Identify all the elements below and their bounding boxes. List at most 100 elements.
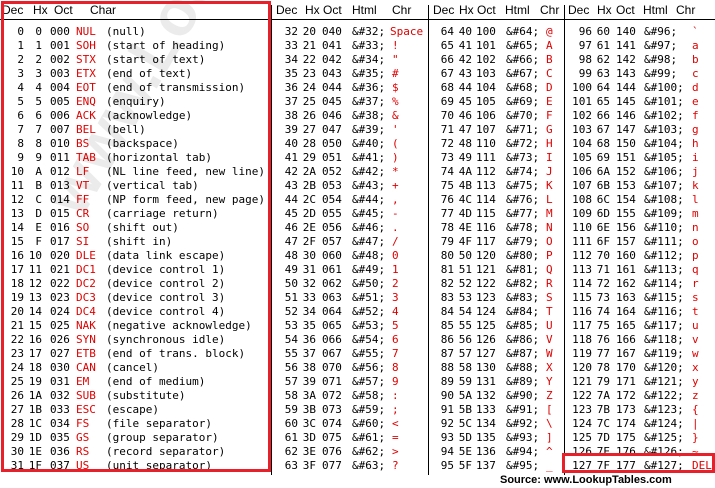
printable_1-html: &#42; — [352, 165, 386, 178]
printable_2-oct: 123 — [476, 291, 496, 304]
header-g2-chr: Chr — [392, 3, 412, 17]
control_chars-description: (NL line feed, new line) — [106, 165, 265, 178]
printable_1-hex: 22 — [302, 53, 316, 66]
control_chars-abbr: GS — [76, 431, 90, 444]
control_chars-dec: 2 — [17, 53, 24, 66]
control_chars-abbr: RS — [76, 445, 90, 458]
table-row: 3 3 003 ETX (end of text) 35 23 043 &#35; #67 43 10… — [0, 67, 715, 81]
printable_1-oct: 040 — [322, 25, 342, 38]
header-underline — [0, 19, 715, 20]
control_chars-dec: 23 — [10, 347, 24, 360]
printable_2-hex: 5D — [458, 431, 472, 444]
control_chars-hex: 2 — [35, 53, 42, 66]
printable_1-hex: 34 — [302, 305, 316, 318]
printable_3-oct: 174 — [616, 417, 636, 430]
table-row: 1 1 001 SOH (start of heading) 33 21 041 &#33;! 6… — [0, 39, 715, 53]
control_chars-description: (negative acknowledge) — [106, 319, 252, 332]
header-g1-oct: Oct — [54, 3, 73, 17]
ascii-table-body: 0 0 000 NUL (null) 32 20 040 &#32; Space 64 40 100 &#… — [0, 25, 715, 473]
printable_1-dec: 50 — [284, 277, 298, 290]
printable_3-html: &#120; — [644, 361, 684, 374]
printable_1-html: &#33; — [352, 39, 386, 52]
printable_1-hex: 27 — [302, 123, 316, 136]
control_chars-oct: 013 — [50, 179, 70, 192]
printable_3-html: &#102; — [644, 109, 684, 122]
printable_1-oct: 061 — [322, 263, 342, 276]
printable_2-oct: 104 — [476, 81, 496, 94]
printable_1-dec: 60 — [284, 417, 298, 430]
control_chars-abbr: DC1 — [76, 263, 96, 276]
control_chars-oct: 020 — [50, 249, 70, 262]
printable_3-html: &#125; — [644, 431, 684, 444]
printable_1-hex: 29 — [302, 151, 316, 164]
printable_1-chr: ( — [392, 137, 399, 150]
printable_2-hex: 46 — [458, 109, 472, 122]
printable_2-dec: 94 — [440, 445, 454, 458]
printable_2-hex: 45 — [458, 95, 472, 108]
printable_1-chr: ; — [392, 403, 399, 416]
control_chars-hex: 1E — [28, 445, 42, 458]
control_chars-dec: 8 — [17, 137, 24, 150]
printable_3-html: &#103; — [644, 123, 684, 136]
divider-2 — [428, 5, 429, 475]
printable_3-oct: 166 — [616, 333, 636, 346]
control_chars-oct: 000 — [50, 25, 70, 38]
printable_2-dec: 74 — [440, 165, 454, 178]
control_chars-dec: 9 — [17, 151, 24, 164]
printable_2-html: &#85; — [506, 319, 540, 332]
del-row-highlight-box — [562, 453, 715, 473]
printable_3-oct: 173 — [616, 403, 636, 416]
control_chars-description: (bell) — [106, 123, 146, 136]
control_chars-hex: A — [35, 165, 42, 178]
printable_1-chr: * — [392, 165, 399, 178]
printable_1-oct: 044 — [322, 81, 342, 94]
control_chars-hex: 0 — [35, 25, 42, 38]
printable_2-html: &#95; — [506, 459, 540, 472]
printable_2-dec: 64 — [440, 25, 454, 38]
printable_1-hex: 32 — [302, 277, 316, 290]
control_chars-dec: 19 — [10, 291, 24, 304]
printable_1-dec: 43 — [284, 179, 298, 192]
control_chars-dec: 18 — [10, 277, 24, 290]
printable_3-oct: 171 — [616, 375, 636, 388]
printable_3-html: &#98; — [644, 53, 678, 66]
printable_1-html: &#60; — [352, 417, 386, 430]
table-row: 8 8 010 BS (backspace) 40 28 050 &#40; (72 48 110 &#… — [0, 137, 715, 151]
header-g3-dec: Dec — [433, 3, 455, 17]
printable_3-hex: 74 — [596, 305, 610, 318]
control_chars-oct: 010 — [50, 137, 70, 150]
printable_3-hex: 65 — [596, 95, 610, 108]
printable_3-html: &#109; — [644, 207, 684, 220]
printable_1-oct: 055 — [322, 207, 342, 220]
printable_2-oct: 122 — [476, 277, 496, 290]
printable_1-html: &#37; — [352, 95, 386, 108]
printable_2-html: &#93; — [506, 431, 540, 444]
printable_2-chr: I — [546, 151, 553, 164]
printable_2-html: &#92; — [506, 417, 540, 430]
printable_1-oct: 063 — [322, 291, 342, 304]
table-row: 0 0 000 NUL (null) 32 20 040 &#32; Space 64 40 100 &#… — [0, 25, 715, 39]
printable_3-html: &#127; — [644, 459, 684, 472]
control_chars-description: (shift in) — [106, 235, 173, 248]
header-g3-oct: Oct — [477, 3, 496, 17]
header-g4-hx: Hx — [597, 3, 612, 17]
printable_1-html: &#32; — [352, 25, 386, 38]
control_chars-abbr: TAB — [76, 151, 96, 164]
printable_1-dec: 32 — [284, 25, 298, 38]
printable_3-html: &#115; — [644, 291, 684, 304]
printable_1-hex: 2C — [302, 193, 316, 206]
printable_1-oct: 047 — [322, 123, 342, 136]
printable_1-html: &#39; — [352, 123, 386, 136]
printable_3-oct: 147 — [616, 123, 636, 136]
printable_3-dec: 106 — [572, 165, 592, 178]
printable_3-hex: 78 — [596, 361, 610, 374]
control_chars-description: (device control 2) — [106, 277, 226, 290]
printable_3-hex: 7D — [596, 431, 610, 444]
control_chars-oct: 012 — [50, 165, 70, 178]
table-row: 7 7 007 BEL (bell) 39 27 047 &#39; ' 71 47 107 &#71; G… — [0, 123, 715, 137]
control_chars-abbr: SO — [76, 221, 90, 234]
printable_2-dec: 72 — [440, 137, 454, 150]
table-row: 16 10 020 DLE (data link escape) 48 30 060 &#48;… — [0, 249, 715, 263]
printable_2-chr: Z — [546, 389, 553, 402]
control_chars-dec: 6 — [17, 109, 24, 122]
